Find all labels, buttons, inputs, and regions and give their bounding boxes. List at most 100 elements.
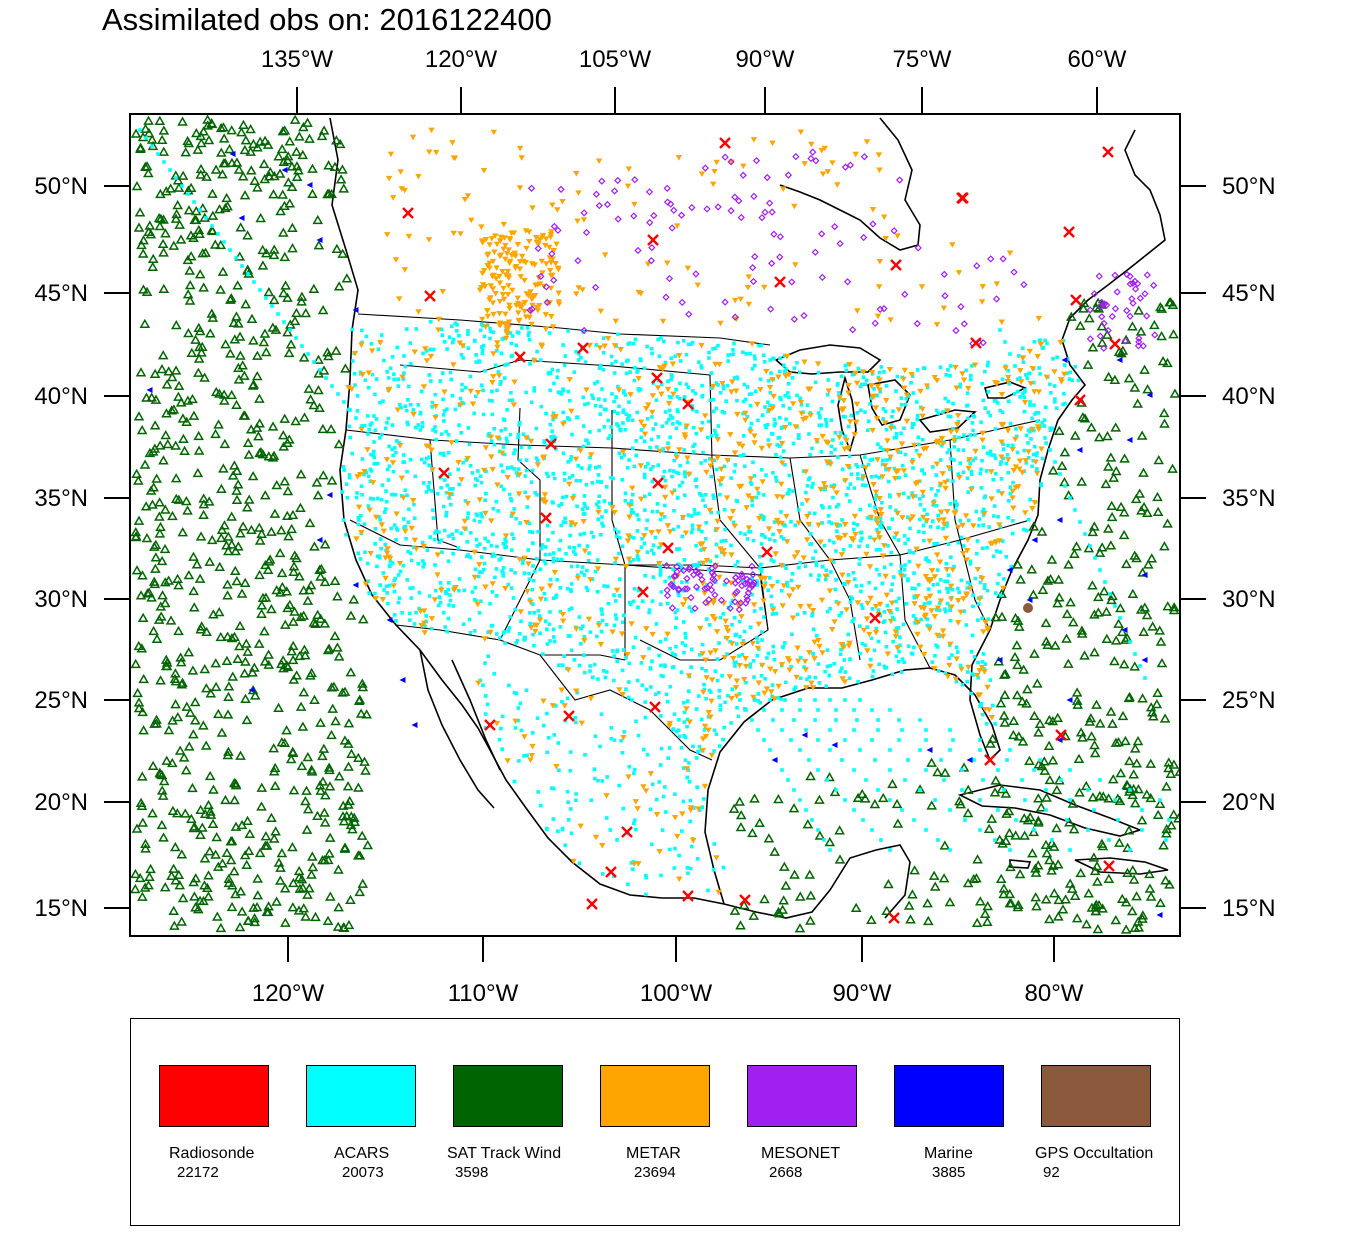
obs-marker <box>1110 635 1122 645</box>
obs-marker <box>502 376 507 380</box>
obs-marker <box>878 445 883 450</box>
obs-marker <box>654 385 662 391</box>
obs-marker <box>318 470 329 480</box>
obs-marker <box>922 602 927 606</box>
obs-marker <box>679 564 684 569</box>
obs-marker <box>747 429 754 435</box>
obs-marker <box>556 368 560 373</box>
obs-marker <box>1003 340 1007 344</box>
obs-marker <box>631 446 635 451</box>
obs-marker <box>1014 434 1019 439</box>
obs-marker <box>1063 559 1074 569</box>
obs-marker <box>1007 499 1011 503</box>
obs-marker <box>617 594 622 598</box>
obs-marker <box>1037 584 1049 595</box>
obs-marker <box>980 629 987 635</box>
obs-marker <box>653 692 658 697</box>
obs-marker <box>439 538 444 543</box>
obs-marker <box>913 546 920 553</box>
obs-marker <box>509 390 513 395</box>
obs-marker <box>379 596 387 603</box>
obs-marker <box>717 641 721 645</box>
obs-marker <box>733 664 737 668</box>
obs-marker <box>932 542 936 546</box>
obs-marker <box>437 530 441 534</box>
obs-marker <box>174 176 178 180</box>
obs-marker <box>814 560 818 565</box>
obs-marker <box>172 200 183 210</box>
obs-marker <box>840 467 845 472</box>
obs-marker <box>222 590 233 600</box>
obs-marker <box>243 449 255 459</box>
obs-marker <box>421 481 426 485</box>
obs-marker <box>474 512 479 517</box>
obs-marker <box>298 687 310 697</box>
obs-marker <box>1048 428 1053 432</box>
obs-marker <box>643 626 650 632</box>
obs-marker <box>574 792 578 796</box>
obs-marker <box>170 440 181 450</box>
obs-marker <box>811 639 818 646</box>
obs-marker <box>1016 377 1020 381</box>
obs-marker <box>712 842 717 846</box>
obs-marker <box>743 505 750 511</box>
obs-marker <box>572 370 577 375</box>
obs-marker <box>156 152 160 156</box>
obs-marker <box>596 345 604 351</box>
obs-marker <box>671 469 676 473</box>
obs-marker <box>681 338 686 343</box>
obs-marker <box>324 832 336 842</box>
obs-marker <box>464 500 471 507</box>
obs-marker <box>630 698 634 702</box>
obs-marker <box>697 652 702 657</box>
obs-marker <box>466 332 470 337</box>
obs-marker <box>753 356 757 361</box>
obs-marker <box>547 331 552 335</box>
obs-marker <box>389 526 394 531</box>
obs-marker <box>661 475 666 479</box>
obs-marker <box>911 550 916 555</box>
obs-marker <box>575 573 580 578</box>
obs-marker <box>971 458 975 463</box>
obs-marker <box>411 545 416 550</box>
obs-marker <box>223 691 234 702</box>
obs-marker <box>1127 789 1138 800</box>
obs-marker <box>286 646 298 656</box>
obs-marker <box>912 571 916 575</box>
obs-marker <box>699 747 707 754</box>
obs-marker <box>863 139 871 145</box>
obs-marker <box>902 660 906 665</box>
obs-marker <box>421 630 428 636</box>
obs-marker <box>614 395 618 399</box>
obs-marker <box>609 425 613 429</box>
obs-marker <box>939 758 943 762</box>
obs-marker <box>670 651 675 656</box>
obs-marker <box>490 590 495 594</box>
obs-marker <box>287 509 299 520</box>
obs-marker <box>1018 395 1022 399</box>
obs-marker <box>188 232 199 242</box>
obs-marker <box>714 518 721 525</box>
obs-marker <box>721 865 726 870</box>
obs-marker <box>181 701 193 711</box>
obs-marker <box>512 779 517 784</box>
obs-marker <box>159 543 171 554</box>
obs-marker <box>226 389 237 400</box>
obs-marker <box>639 358 643 363</box>
obs-marker <box>930 660 935 664</box>
obs-marker <box>970 364 974 368</box>
obs-marker <box>565 789 570 794</box>
obs-marker <box>551 556 556 561</box>
obs-marker <box>650 842 654 847</box>
obs-marker <box>903 541 907 546</box>
obs-marker <box>167 805 179 815</box>
obs-marker <box>154 528 166 538</box>
obs-marker <box>1128 874 1140 884</box>
obs-marker <box>943 607 947 611</box>
obs-marker <box>568 458 573 462</box>
obs-marker <box>254 535 266 545</box>
obs-marker <box>963 818 967 822</box>
obs-marker <box>787 488 791 492</box>
obs-marker <box>214 388 225 398</box>
obs-marker <box>668 847 672 852</box>
